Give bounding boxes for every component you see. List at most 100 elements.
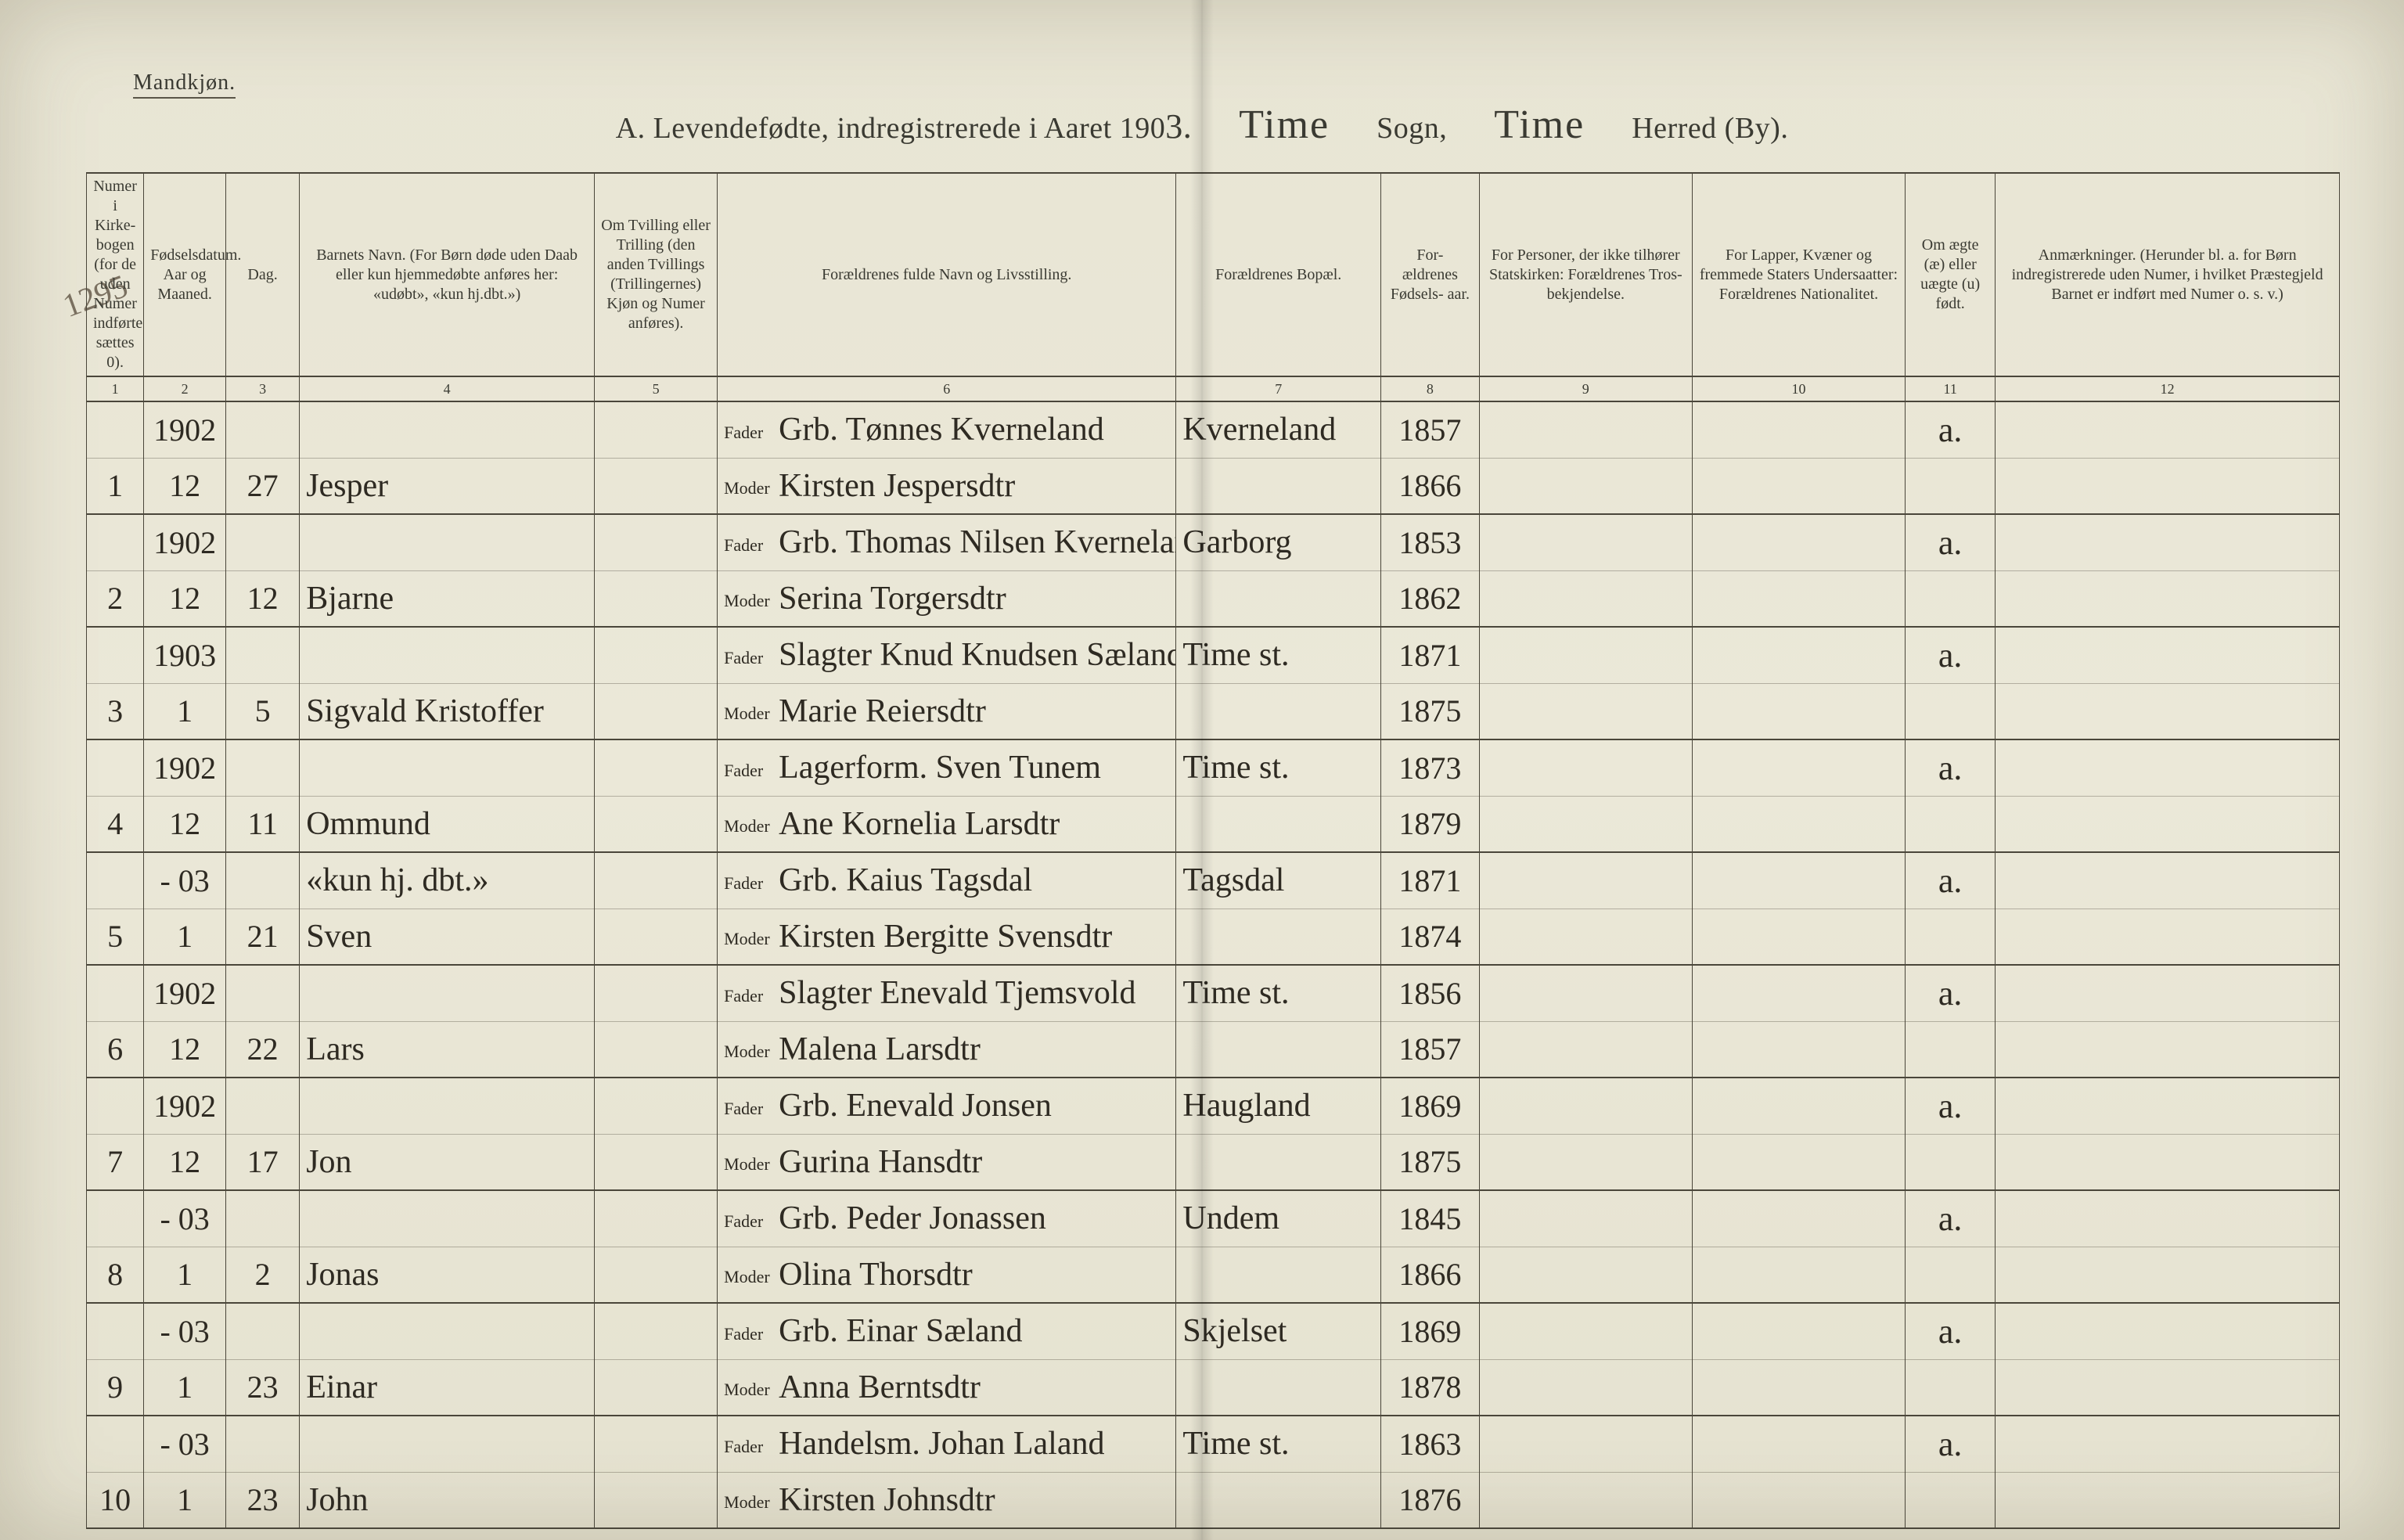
cell-year: - 03 [144, 1416, 226, 1472]
cell-faith [1479, 1416, 1692, 1472]
cell-remarks [1996, 1303, 2340, 1359]
cell-legit: a. [1906, 514, 1996, 570]
cell-remarks [1996, 1247, 2340, 1303]
cell-num: 4 [87, 796, 144, 852]
cell-father-born: 1856 [1381, 965, 1480, 1021]
col-header-7: Forældrenes Bopæl. [1176, 173, 1381, 376]
cell-day: 21 [225, 909, 299, 965]
cell-twin [595, 965, 718, 1021]
col-number: 3 [225, 376, 299, 401]
cell-nationality [1692, 852, 1905, 909]
cell-child-name: Jon [300, 1134, 595, 1190]
cell-mother-born: 1866 [1381, 458, 1480, 514]
table-head: Numer i Kirke- bogen (for de uden Numer … [87, 173, 2340, 401]
cell-remarks [1996, 1190, 2340, 1247]
cell-faith [1479, 458, 1692, 514]
record-row-top: 1903FaderSlagter Knud Knudsen SælandTime… [87, 627, 2340, 683]
record-row-top: - 03«kun hj. dbt.»FaderGrb. Kaius Tagsda… [87, 852, 2340, 909]
cell-remarks [1996, 1134, 2340, 1190]
cell-father-born: 1853 [1381, 514, 1480, 570]
cell-mother-born: 1866 [1381, 1247, 1480, 1303]
table-body: 1902FaderGrb. Tønnes KvernelandKvernelan… [87, 401, 2340, 1528]
cell-faith [1479, 1078, 1692, 1134]
cell-mother-born: 1874 [1381, 909, 1480, 965]
cell-nationality [1692, 909, 1905, 965]
cell-child-name: Bjarne [300, 570, 595, 627]
cell-nationality [1692, 514, 1905, 570]
cell-child-note [300, 514, 595, 570]
record-row-bottom: 10123JohnModerKirsten Johnsdtr1876 [87, 1472, 2340, 1528]
cell-twin [595, 401, 718, 458]
col-number: 4 [300, 376, 595, 401]
cell-nationality [1692, 965, 1905, 1021]
cell-faith [1479, 739, 1692, 796]
col-number: 10 [1692, 376, 1905, 401]
cell-legit: a. [1906, 1190, 1996, 1247]
cell-mother-born: 1862 [1381, 570, 1480, 627]
cell-remarks [1996, 1359, 2340, 1416]
cell-legit [1906, 1359, 1996, 1416]
cell-year: 1902 [144, 401, 226, 458]
cell-faith [1479, 627, 1692, 683]
cell-child-note [300, 401, 595, 458]
cell-month: 12 [144, 458, 226, 514]
cell-remarks [1996, 570, 2340, 627]
cell-residence: Time st. [1176, 739, 1381, 796]
cell-father: FaderGrb. Einar Sæland [718, 1303, 1176, 1359]
cell-remarks [1996, 796, 2340, 852]
cell-day: 17 [225, 1134, 299, 1190]
cell-nationality [1692, 401, 1905, 458]
cell-child-name: Sven [300, 909, 595, 965]
cell-legit [1906, 683, 1996, 739]
cell-month: 12 [144, 1134, 226, 1190]
cell-month: 12 [144, 1021, 226, 1078]
cell-year: - 03 [144, 852, 226, 909]
cell-father-born: 1871 [1381, 852, 1480, 909]
col-header-10: For Lapper, Kvæner og fremmede Staters U… [1692, 173, 1905, 376]
cell-child-name: Jonas [300, 1247, 595, 1303]
cell-child-name: Jesper [300, 458, 595, 514]
cell-residence [1176, 909, 1381, 965]
cell-num [87, 852, 144, 909]
cell-faith [1479, 683, 1692, 739]
cell-num: 2 [87, 570, 144, 627]
cell-father-born: 1869 [1381, 1078, 1480, 1134]
cell-mother: ModerOlina Thorsdtr [718, 1247, 1176, 1303]
col-header-9: For Personer, der ikke tilhører Statskir… [1479, 173, 1692, 376]
cell-remarks [1996, 401, 2340, 458]
col-number: 8 [1381, 376, 1480, 401]
cell-day [225, 1190, 299, 1247]
sogn-value: Time [1239, 103, 1330, 147]
cell-nationality [1692, 1472, 1905, 1528]
cell-remarks [1996, 627, 2340, 683]
record-row-bottom: 61222LarsModerMalena Larsdtr1857 [87, 1021, 2340, 1078]
record-row-top: 1902FaderLagerform. Sven TunemTime st.18… [87, 739, 2340, 796]
cell-child-note [300, 627, 595, 683]
col-header-4: Barnets Navn. (For Børn døde uden Daab e… [300, 173, 595, 376]
cell-twin [595, 458, 718, 514]
cell-twin [595, 514, 718, 570]
col-number: 9 [1479, 376, 1692, 401]
cell-residence: Undem [1176, 1190, 1381, 1247]
record-row-bottom: 9123EinarModerAnna Berntsdtr1878 [87, 1359, 2340, 1416]
cell-nationality [1692, 1078, 1905, 1134]
cell-father: FaderSlagter Enevald Tjemsvold [718, 965, 1176, 1021]
record-row-top: - 03FaderGrb. Einar SælandSkjelset1869a. [87, 1303, 2340, 1359]
cell-residence: Skjelset [1176, 1303, 1381, 1359]
record-row-bottom: 71217JonModerGurina Hansdtr1875 [87, 1134, 2340, 1190]
cell-child-note [300, 1078, 595, 1134]
cell-day: 27 [225, 458, 299, 514]
cell-mother-born: 1875 [1381, 1134, 1480, 1190]
cell-mother: ModerKirsten Jespersdtr [718, 458, 1176, 514]
cell-year: 1902 [144, 1078, 226, 1134]
record-row-top: 1902FaderSlagter Enevald TjemsvoldTime s… [87, 965, 2340, 1021]
cell-twin [595, 1416, 718, 1472]
cell-residence [1176, 458, 1381, 514]
cell-month: 1 [144, 1359, 226, 1416]
cell-father-born: 1869 [1381, 1303, 1480, 1359]
cell-nationality [1692, 627, 1905, 683]
herred-value: Time [1494, 103, 1585, 147]
cell-legit [1906, 1134, 1996, 1190]
cell-residence: Time st. [1176, 1416, 1381, 1472]
record-row-bottom: 11227JesperModerKirsten Jespersdtr1866 [87, 458, 2340, 514]
